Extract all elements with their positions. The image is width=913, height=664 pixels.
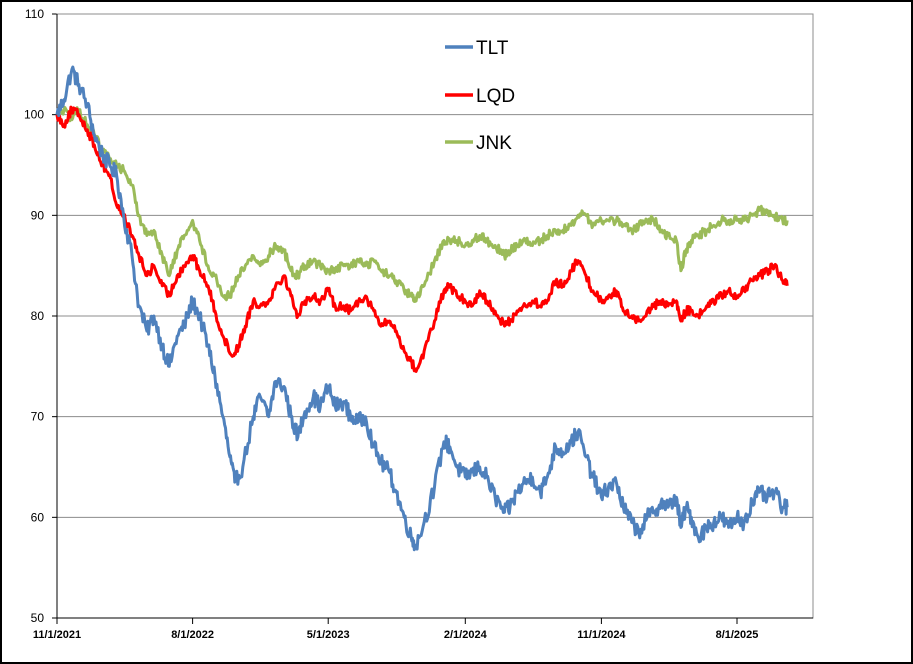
y-tick-label: 70: [31, 410, 45, 424]
y-tick-label: 50: [31, 611, 45, 625]
y-tick-label: 110: [25, 7, 44, 21]
y-tick-label: 100: [24, 108, 44, 122]
series-line-tlt: [55, 65, 789, 552]
series-line-lqd: [55, 105, 789, 373]
x-tick-label: 8/1/2022: [171, 629, 214, 641]
series-line-jnk: [55, 106, 789, 303]
legend-label-tlt: TLT: [476, 38, 509, 59]
x-tick-label: 11/1/2024: [577, 629, 626, 641]
x-tick-label: 2/1/2024: [444, 629, 488, 641]
y-tick-label: 80: [31, 309, 45, 323]
series-lines: [55, 65, 789, 552]
x-tick-label: 5/1/2023: [307, 629, 350, 641]
legend: TLT LQD JNK: [445, 38, 515, 154]
legend-label-jnk: JNK: [476, 133, 512, 154]
y-tick-label: 90: [31, 208, 45, 222]
legend-label-lqd: LQD: [476, 86, 515, 107]
x-tick-label: 11/1/2021: [33, 629, 81, 641]
y-tick-label: 60: [31, 510, 45, 524]
x-tick-label: 8/1/2025: [716, 629, 759, 641]
